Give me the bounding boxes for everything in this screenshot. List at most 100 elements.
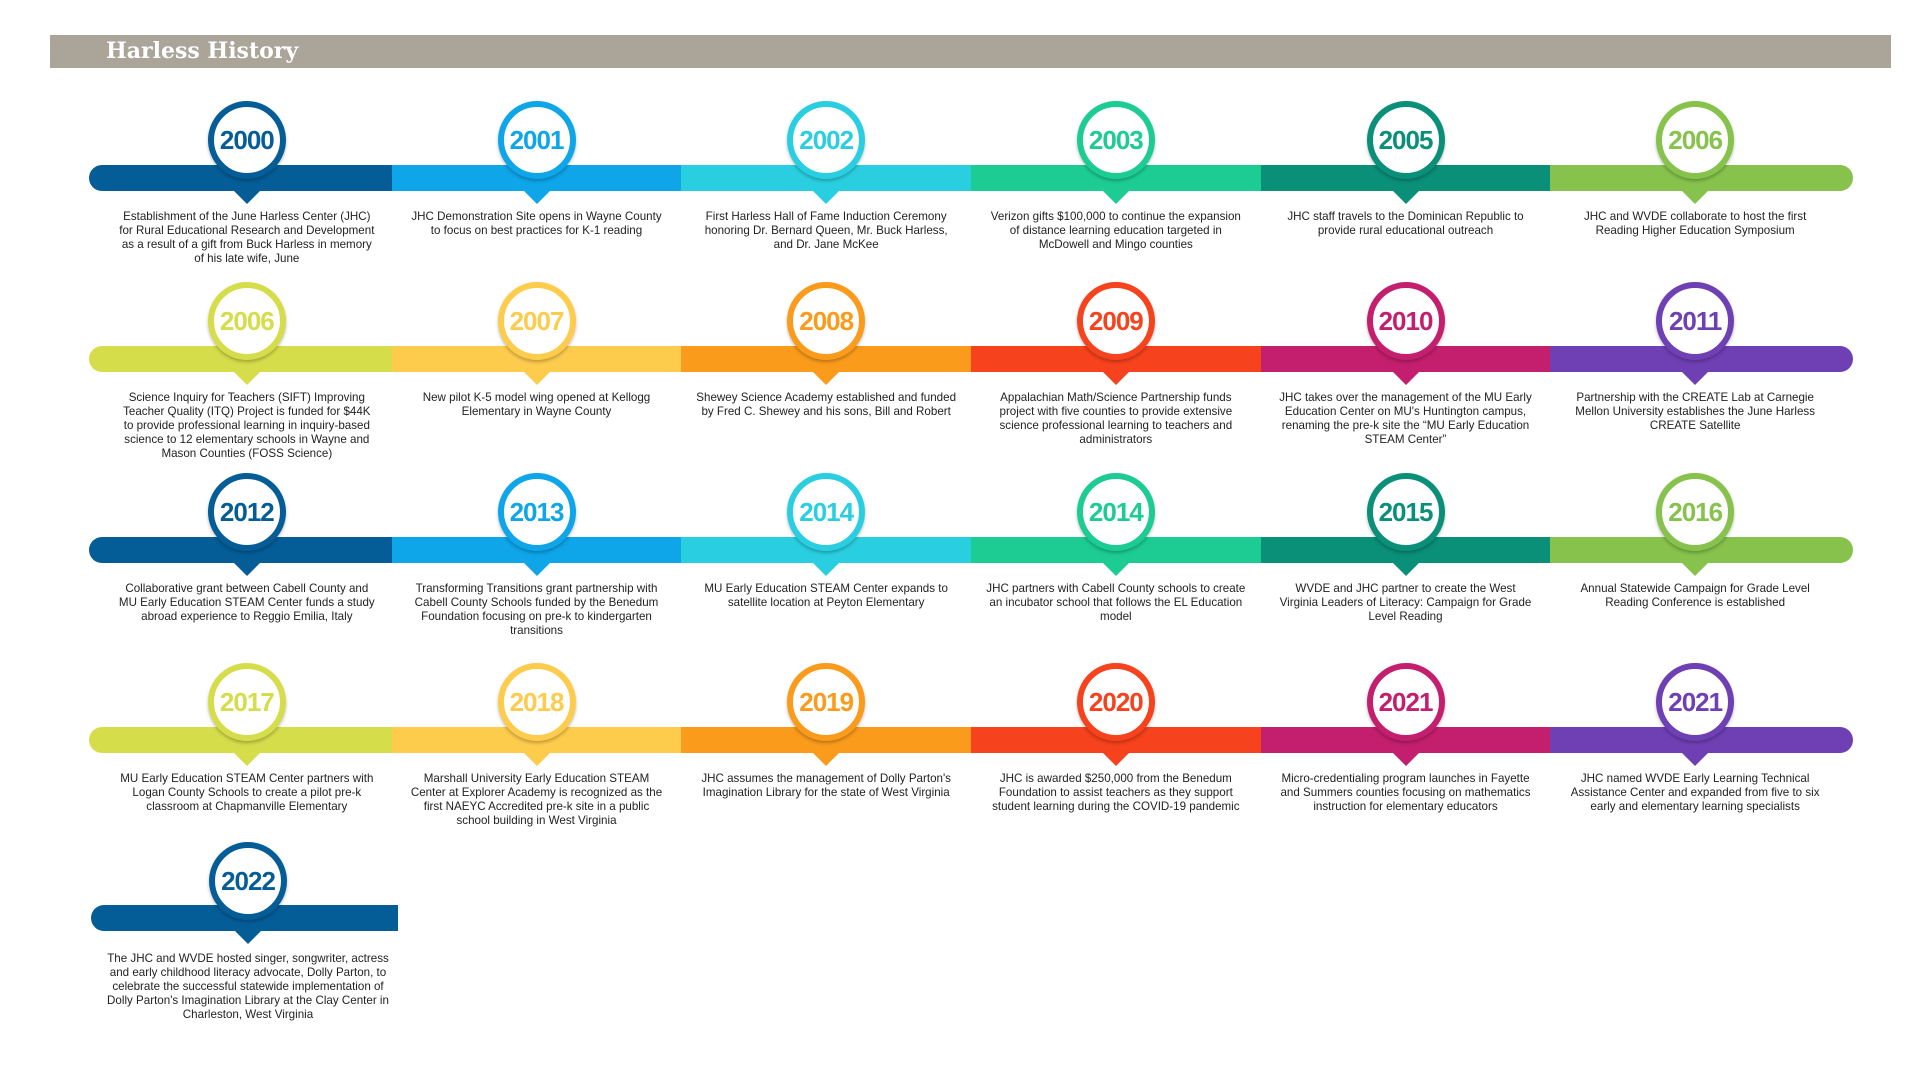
year-badge: 2012 <box>207 473 286 551</box>
year-label: 2003 <box>1088 124 1144 155</box>
band-pointer <box>1681 752 1710 766</box>
year-badge: 2017 <box>207 663 286 741</box>
year-badge: 2000 <box>207 101 286 179</box>
band-pointer <box>1391 752 1420 766</box>
header-bar: Harless History <box>50 35 1891 68</box>
milestone-description: Appalachian Math/Science Partnership fun… <box>999 391 1233 446</box>
year-label: 2005 <box>1378 124 1434 155</box>
year-badge: 2019 <box>787 663 866 741</box>
band-pointer <box>1101 371 1130 385</box>
year-label: 2013 <box>509 496 565 527</box>
year-badge: 2021 <box>1656 663 1735 741</box>
year-badge: 2003 <box>1076 101 1155 179</box>
year-label: 2011 <box>1668 305 1722 336</box>
band-pointer <box>522 190 551 204</box>
year-label: 2017 <box>219 686 275 717</box>
year-badge: 2018 <box>497 663 576 741</box>
band-pointer <box>1101 562 1130 576</box>
milestone-description: Collaborative grant between Cabell Count… <box>118 582 375 623</box>
band-pointer <box>522 371 551 385</box>
page-title: Harless History <box>106 38 299 64</box>
band-pointer <box>522 562 551 576</box>
year-badge: 2005 <box>1366 101 1445 179</box>
milestone-description: MU Early Education STEAM Center expands … <box>704 582 948 609</box>
year-badge: 2001 <box>497 101 576 179</box>
band-pointer <box>1101 190 1130 204</box>
milestone-description: JHC takes over the management of the MU … <box>1279 391 1532 446</box>
year-label: 2019 <box>799 686 854 717</box>
milestone-description: Establishment of the June Harless Center… <box>119 210 375 265</box>
year-label: 2002 <box>799 124 854 155</box>
year-badge: 2011 <box>1656 282 1735 360</box>
milestone-description: JHC Demonstration Site opens in Wayne Co… <box>411 210 662 237</box>
band-pointer <box>522 752 551 766</box>
milestone-description: JHC assumes the management of Dolly Part… <box>701 772 951 799</box>
milestone-description: Science Inquiry for Teachers (SIFT) Impr… <box>123 391 371 460</box>
year-label: 2010 <box>1378 305 1434 336</box>
milestone-description: JHC partners with Cabell County schools … <box>986 582 1246 623</box>
milestone-description: JHC is awarded $250,000 from the Benedum… <box>992 772 1240 813</box>
year-label: 2014 <box>799 496 854 527</box>
milestone-description: WVDE and JHC partner to create the West … <box>1279 582 1532 623</box>
year-badge: 2002 <box>787 101 866 179</box>
milestone-description: Annual Statewide Campaign for Grade Leve… <box>1580 582 1810 609</box>
year-label: 2016 <box>1668 496 1723 527</box>
timeline-band <box>89 537 1853 576</box>
year-label: 2018 <box>509 686 565 717</box>
year-label: 2007 <box>509 305 565 336</box>
year-badge: 2021 <box>1366 663 1445 741</box>
band-pointer <box>232 190 261 204</box>
band-pointer <box>812 371 841 385</box>
timeline-band <box>89 165 1853 204</box>
year-label: 2012 <box>219 496 275 527</box>
year-label: 2008 <box>799 305 854 336</box>
band-pointer <box>1391 562 1420 576</box>
year-badge: 2022 <box>209 842 287 920</box>
band-pointer <box>812 190 841 204</box>
band-pointer <box>1391 371 1420 385</box>
band-pointer <box>232 371 261 385</box>
year-badge: 2010 <box>1366 282 1445 360</box>
year-badge: 2006 <box>1656 101 1735 179</box>
year-badge: 2014 <box>1076 473 1155 551</box>
milestone-description: Micro-credentialing program launches in … <box>1280 772 1531 813</box>
milestone-description: Shewey Science Academy established and f… <box>696 391 957 418</box>
band-pointer <box>232 752 261 766</box>
year-label: 2006 <box>219 305 275 336</box>
year-badge: 2006 <box>207 282 286 360</box>
year-label: 2014 <box>1088 496 1144 527</box>
band-pointer <box>1681 371 1710 385</box>
milestone-description: MU Early Education STEAM Center partners… <box>120 772 374 813</box>
milestone-description: Transforming Transitions grant partnersh… <box>414 582 659 637</box>
band-pointer <box>1101 752 1130 766</box>
milestone-description: Marshall University Early Education STEA… <box>410 772 663 827</box>
year-label: 2006 <box>1668 124 1723 155</box>
year-badge: 2008 <box>787 282 866 360</box>
milestone-description: Verizon gifts $100,000 to continue the e… <box>990 210 1241 251</box>
year-label: 2009 <box>1088 305 1144 336</box>
year-label: 2015 <box>1378 496 1434 527</box>
milestone-description: New pilot K-5 model wing opened at Kello… <box>422 391 651 418</box>
year-badge: 2016 <box>1656 473 1735 551</box>
milestone-description: JHC and WVDE collaborate to host the fir… <box>1584 210 1807 237</box>
band-pointer <box>1391 190 1420 204</box>
band-pointer <box>812 752 841 766</box>
year-badge: 2013 <box>497 473 576 551</box>
band-pointer <box>812 562 841 576</box>
year-badge: 2007 <box>497 282 576 360</box>
year-label: 2001 <box>509 124 565 155</box>
year-label: 2000 <box>219 124 275 155</box>
year-label: 2021 <box>1378 686 1434 717</box>
milestone-description: JHC named WVDE Early Learning Technical … <box>1570 772 1820 813</box>
band-pointer <box>232 562 261 576</box>
timeline-band <box>89 346 1853 385</box>
timeline-band <box>89 727 1853 766</box>
milestone-description: First Harless Hall of Fame Induction Cer… <box>704 210 948 251</box>
year-badge: 2020 <box>1076 663 1155 741</box>
year-label: 2020 <box>1088 686 1144 717</box>
band-pointer <box>1681 190 1710 204</box>
year-badge: 2009 <box>1076 282 1155 360</box>
milestone-description: The JHC and WVDE hosted singer, songwrit… <box>107 952 389 1021</box>
final-pointer <box>234 930 262 944</box>
band-pointer <box>1681 562 1710 576</box>
